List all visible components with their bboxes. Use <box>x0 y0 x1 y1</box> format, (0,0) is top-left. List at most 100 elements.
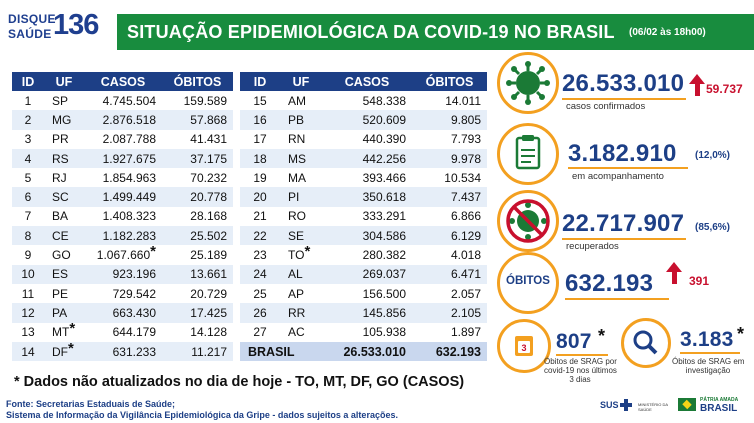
state-id: 6 <box>12 187 44 207</box>
confirmados-underline <box>562 98 686 100</box>
acompanhamento-underline <box>568 167 688 169</box>
brazil-flag-icon <box>678 398 696 411</box>
state-uf-value: RN <box>288 132 306 147</box>
state-casos-value: 520.609 <box>362 112 406 127</box>
state-uf: PR <box>44 129 84 149</box>
table-header-row: ID UF CASOS ÓBITOS <box>12 72 233 91</box>
recuperados-value: 22.717.907 <box>562 210 685 237</box>
state-casos: 644.179 <box>84 322 162 342</box>
table-row: 20 PI 350.618 7.437 <box>240 187 487 207</box>
col-header-uf: UF <box>44 72 84 91</box>
state-obitos: 9.805 <box>412 110 487 130</box>
state-casos-value: 1.499.449 <box>102 190 156 205</box>
confirmados-value: 26.533.010 <box>562 70 685 97</box>
not-updated-star: * <box>150 243 156 261</box>
table-row: 19 MA 393.466 10.534 <box>240 168 487 188</box>
virus-crossed-icon <box>497 190 559 252</box>
srag3-label-1: Óbitos de SRAG por <box>544 357 617 366</box>
state-casos: 269.037 <box>322 264 412 284</box>
state-obitos-value: 14.011 <box>445 93 481 108</box>
state-obitos-value: 70.232 <box>190 170 227 185</box>
ministry-logo: MINISTÉRIO DA SAÚDE <box>638 402 668 412</box>
state-uf-value: CE <box>52 228 69 243</box>
state-uf-value: SE <box>288 228 305 243</box>
state-id: 12 <box>12 303 44 323</box>
state-id-value: 3 <box>24 132 32 147</box>
state-id: 10 <box>12 264 44 284</box>
state-obitos-value: 6.471 <box>450 267 481 282</box>
table-row: 6 SC 1.499.449 20.778 <box>12 187 233 207</box>
obitos-badge: ÓBITOS <box>497 252 559 314</box>
state-uf: BA <box>44 206 84 227</box>
state-id-value: 17 <box>253 132 267 147</box>
state-casos-value: 440.390 <box>362 132 406 147</box>
state-obitos-value: 17.425 <box>190 305 227 320</box>
state-id: 2 <box>12 110 44 130</box>
state-id-value: 14 <box>21 344 35 359</box>
state-casos: 442.256 <box>322 148 412 169</box>
state-obitos: 28.168 <box>162 206 233 227</box>
state-obitos-value: 7.437 <box>450 190 481 205</box>
srag3-label-3: 3 dias <box>569 375 591 384</box>
state-casos: 156.500 <box>322 283 412 304</box>
state-obitos-value: 57.868 <box>190 112 227 127</box>
state-uf: MA <box>280 168 322 188</box>
state-casos-value: 1.854.963 <box>102 170 156 185</box>
srag-inv-label-1: Óbitos de SRAG em <box>672 357 745 366</box>
sus-logo: SUS <box>600 400 619 410</box>
state-uf-value: PR <box>52 132 69 147</box>
state-casos: 350.618 <box>322 187 412 207</box>
state-obitos-value: 13.661 <box>190 267 227 282</box>
state-casos: 280.382 <box>322 245 412 265</box>
recuperados-underline <box>562 238 686 240</box>
table-row: 16 PB 520.609 9.805 <box>240 110 487 130</box>
state-casos-value: 729.542 <box>112 286 156 301</box>
not-updated-star: * <box>69 320 76 338</box>
col-header-id: ID <box>12 72 44 91</box>
not-updated-star: * <box>304 243 311 261</box>
state-uf: AC <box>280 322 322 342</box>
confirmados-label: casos confirmados <box>566 101 646 112</box>
state-id: 1 <box>12 91 44 111</box>
state-id-value: 1 <box>24 93 32 108</box>
acompanhamento-label: em acompanhamento <box>572 171 664 182</box>
state-obitos: 2.105 <box>412 303 487 323</box>
state-obitos-value: 14.128 <box>190 325 227 340</box>
source-line-1: Fonte: Secretarias Estaduais de Saúde; <box>6 399 176 409</box>
obitos-underline <box>565 298 669 300</box>
state-uf: SE <box>280 226 322 246</box>
state-uf: GO <box>44 245 84 265</box>
sus-cross-icon <box>620 399 632 411</box>
state-obitos: 159.589 <box>162 91 233 111</box>
table-row: 9 GO 1.067.660* 25.189 <box>12 243 233 265</box>
state-uf: SC <box>44 187 84 207</box>
state-casos-value: 548.338 <box>362 93 406 108</box>
table-row: 25 AP 156.500 2.057 <box>240 283 487 304</box>
state-obitos: 20.778 <box>162 187 233 207</box>
state-casos-value: 145.856 <box>362 305 406 320</box>
gov-logo-bottom: BRASIL <box>700 403 738 414</box>
state-uf: TO* <box>280 243 322 265</box>
table-row: 4 RS 1.927.675 37.175 <box>12 148 233 169</box>
state-obitos: 17.425 <box>162 303 233 323</box>
state-uf-value: AC <box>288 325 305 340</box>
state-obitos: 14.128 <box>162 322 233 342</box>
state-uf: PE <box>44 283 84 304</box>
state-id: 14 <box>12 341 44 362</box>
state-id: 8 <box>12 226 44 246</box>
state-casos: 1.927.675 <box>84 148 162 169</box>
table-row: 10 ES 923.196 13.661 <box>12 264 233 284</box>
state-obitos: 13.661 <box>162 264 233 284</box>
srag-inv-star: * <box>737 324 745 344</box>
footnote: * Dados não atualizados no dia de hoje -… <box>14 374 465 390</box>
table-row: 17 RN 440.390 7.793 <box>240 129 487 149</box>
state-obitos-value: 6.866 <box>450 209 481 224</box>
state-id-value: 21 <box>253 209 267 224</box>
state-obitos: 25.502 <box>162 226 233 246</box>
state-casos-value: 1.927.675 <box>102 151 156 166</box>
states-table-left: ID UF CASOS ÓBITOS 1 SP 4.745.504 159.589 2 M… <box>12 72 233 362</box>
table-row: 22 SE 304.586 6.129 <box>240 226 487 246</box>
state-casos-value: 1.182.283 <box>102 228 156 243</box>
obitos-increase: 391 <box>689 274 710 288</box>
state-obitos: 41.431 <box>162 129 233 149</box>
